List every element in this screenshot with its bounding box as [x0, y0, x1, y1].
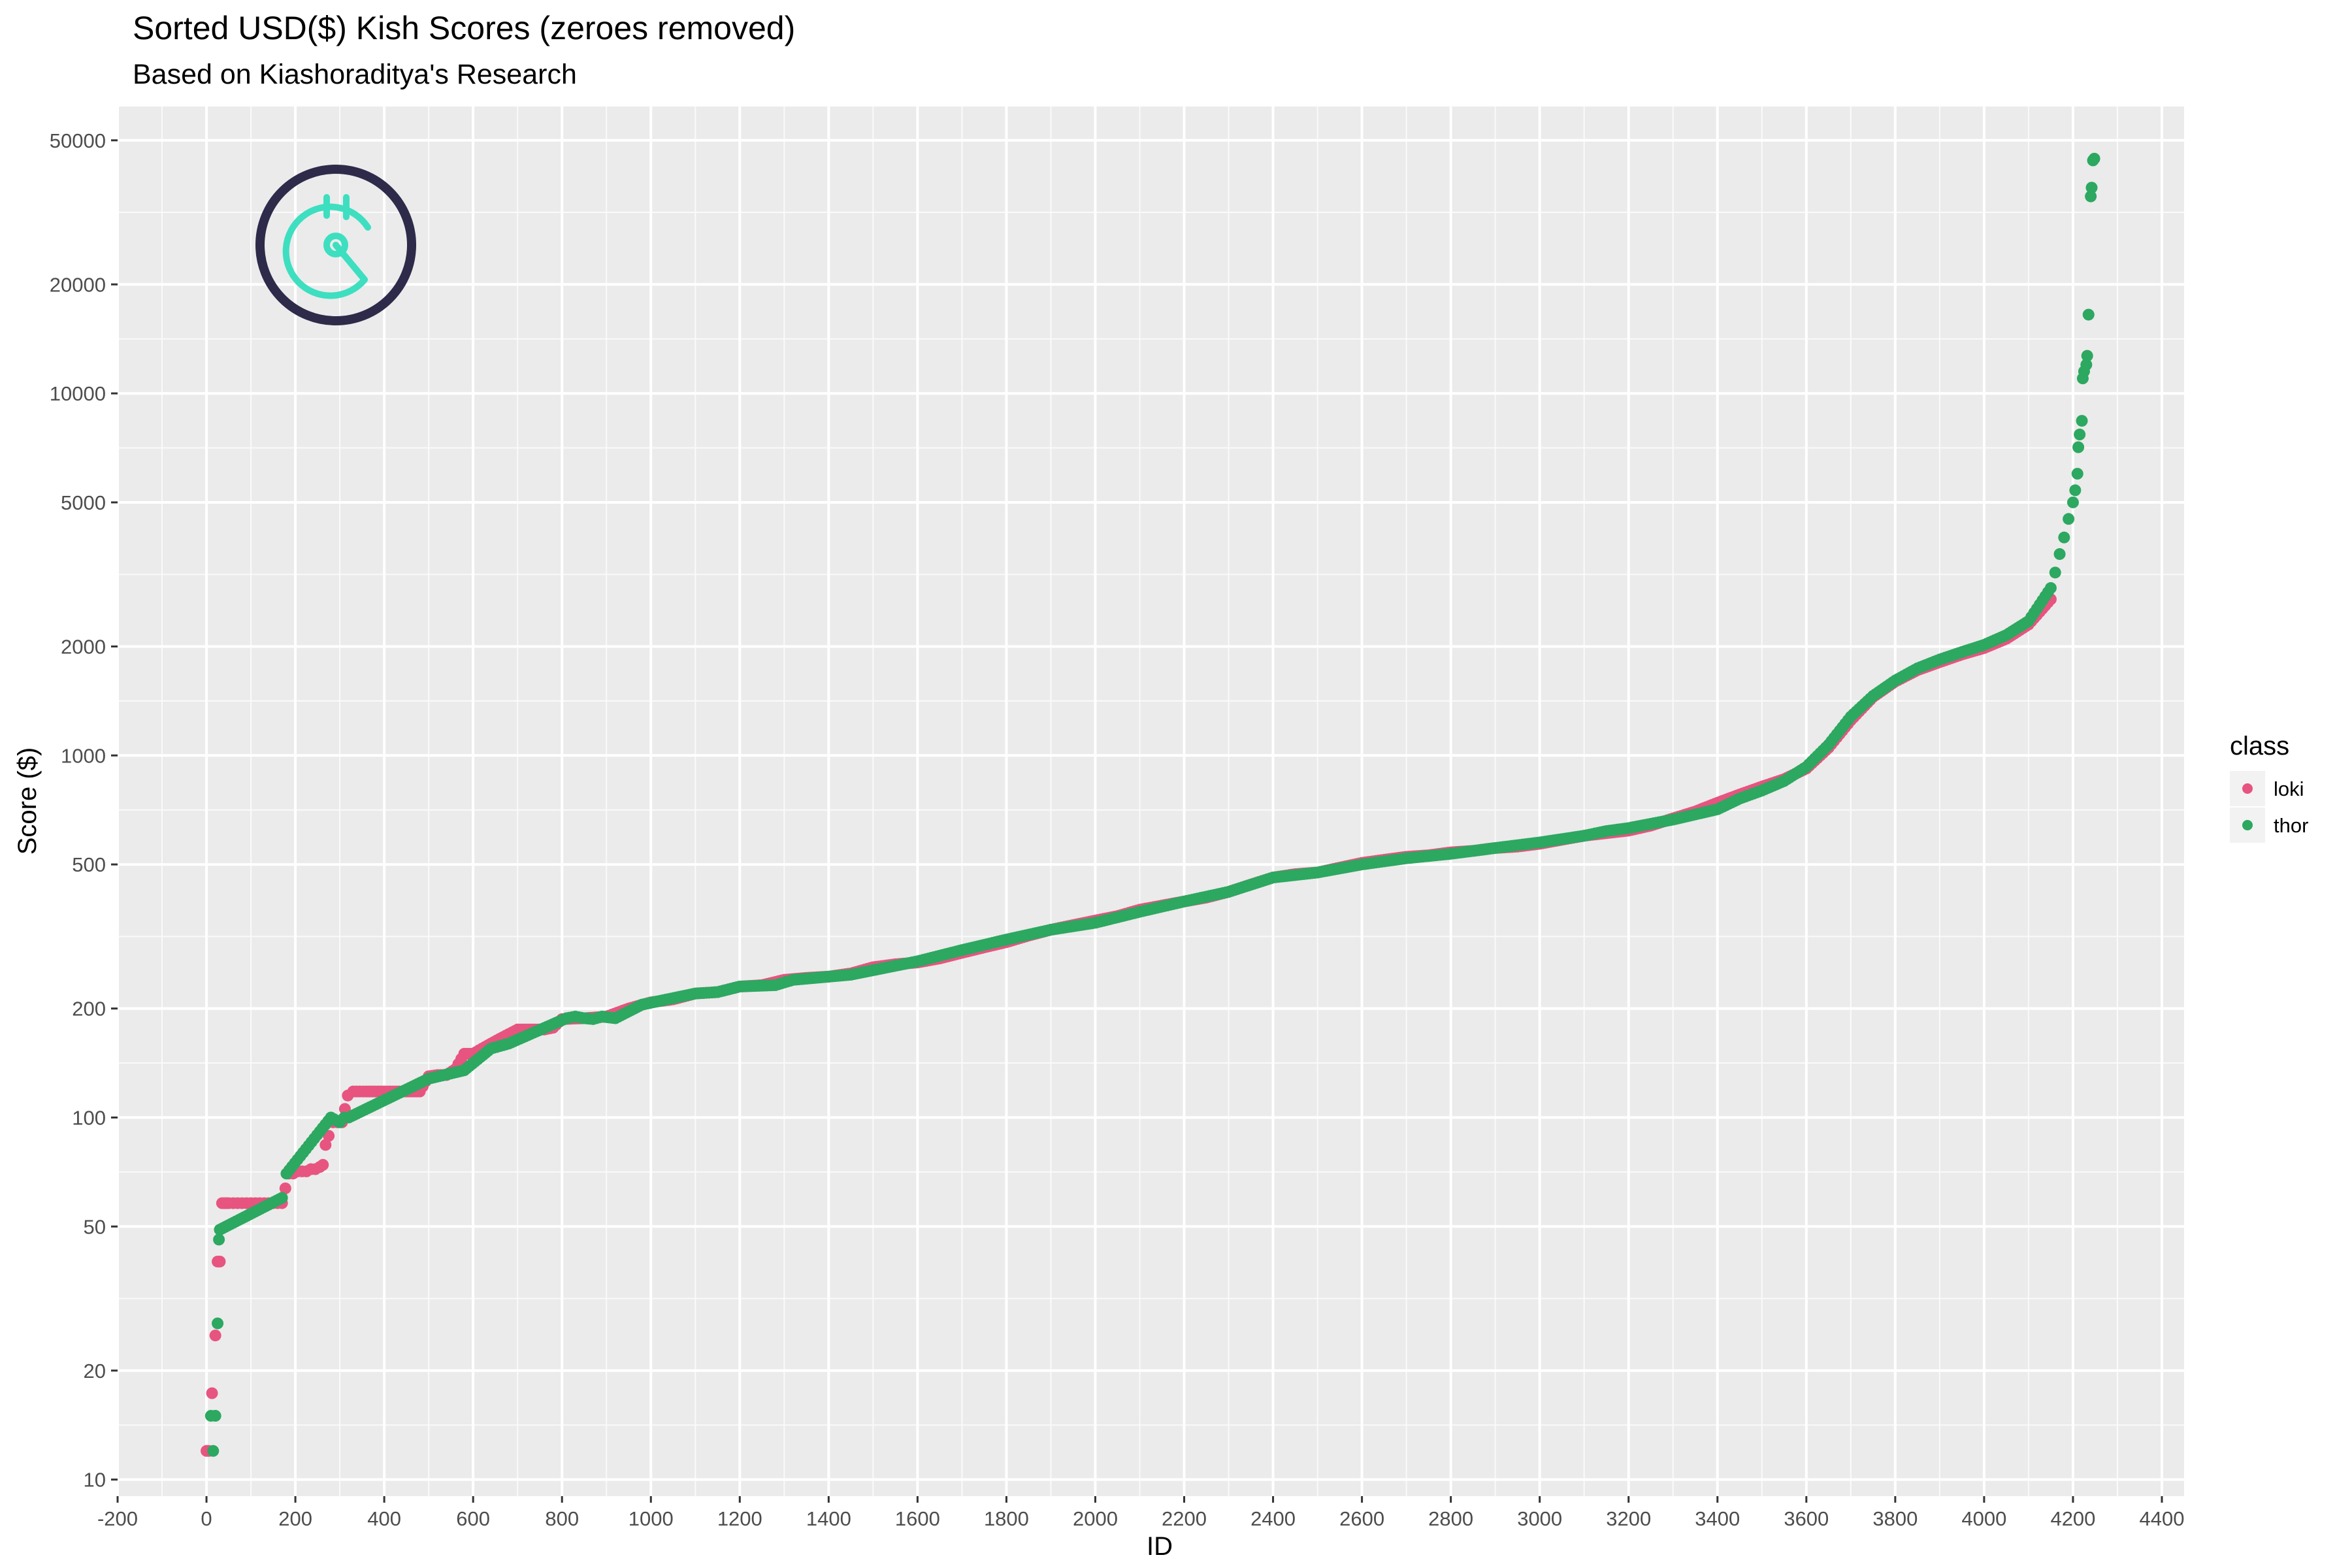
data-point-thor — [2053, 548, 2066, 561]
x-axis: -200 0 200 400 600 800 1000 1200 1400 1600 1800 200… — [97, 1496, 2184, 1530]
data-point-thor — [2066, 496, 2079, 508]
data-point-thor — [2044, 582, 2057, 595]
logo-glyph-icon — [282, 194, 371, 299]
y-axis: 10 20 50 100 200 500 1000 2000 5000 10000 20000 500… — [50, 129, 118, 1492]
data-point-thor — [2085, 190, 2097, 203]
data-point-thor — [2058, 531, 2070, 544]
y-tick-label: 20 — [84, 1360, 106, 1382]
data-point-thor — [2071, 468, 2083, 480]
data-point-thor — [2074, 429, 2086, 441]
data-point-thor — [2076, 415, 2088, 427]
legend: class loki thor — [2230, 732, 2308, 843]
x-tick-label: 3400 — [1695, 1507, 1740, 1530]
x-tick-label: 3000 — [1517, 1507, 1562, 1530]
y-tick-label: 10000 — [50, 382, 106, 405]
chart-subtitle: Based on Kiashoraditya's Research — [133, 59, 577, 90]
x-axis-title: ID — [1147, 1532, 1173, 1561]
x-tick-label: 3200 — [1606, 1507, 1651, 1530]
data-point-loki — [209, 1330, 221, 1342]
data-point-thor — [2085, 182, 2098, 194]
y-tick-label: 20000 — [50, 273, 106, 296]
y-tick-label: 50 — [84, 1215, 106, 1238]
legend-title: class — [2230, 732, 2289, 760]
legend-label-thor: thor — [2274, 814, 2308, 837]
legend-label-loki: loki — [2274, 777, 2304, 800]
y-tick-label: 200 — [72, 998, 106, 1021]
x-tick-label: 1400 — [806, 1507, 851, 1530]
x-tick-label: 1000 — [629, 1507, 674, 1530]
x-tick-label: 2000 — [1073, 1507, 1118, 1530]
y-tick-label: 2000 — [61, 635, 106, 658]
x-tick-label: 4400 — [2140, 1507, 2185, 1530]
grid-minor — [118, 106, 2184, 1496]
x-tick-label: 400 — [367, 1507, 401, 1530]
x-tick-label: 600 — [456, 1507, 490, 1530]
x-tick-label: 3800 — [1872, 1507, 1918, 1530]
x-tick-label: 1200 — [717, 1507, 762, 1530]
x-tick-label: 1800 — [984, 1507, 1029, 1530]
data-point-loki — [214, 1255, 226, 1267]
grid-major — [116, 106, 2184, 1496]
data-point-thor — [2049, 566, 2061, 579]
data-point-thor — [212, 1317, 224, 1330]
x-tick-label: 0 — [201, 1507, 212, 1530]
data-point-thor — [276, 1192, 288, 1204]
x-tick-label: 2400 — [1250, 1507, 1296, 1530]
legend-key-loki — [2242, 783, 2253, 794]
data-point-thor — [209, 1410, 221, 1422]
plot-panel — [118, 106, 2184, 1496]
y-axis-title: Score ($) — [13, 747, 42, 855]
data-point-loki — [279, 1182, 291, 1194]
x-tick-label: 4000 — [1961, 1507, 2006, 1530]
y-tick-label: 10 — [84, 1469, 106, 1492]
x-tick-label: 2200 — [1162, 1507, 1207, 1530]
x-tick-label: 4200 — [2050, 1507, 2095, 1530]
data-point-thor — [213, 1233, 225, 1246]
x-tick-label: 800 — [545, 1507, 579, 1530]
data-point-thor — [2080, 359, 2093, 371]
logo-ring — [255, 165, 416, 325]
legend-key-thor — [2242, 820, 2253, 830]
kish-logo — [255, 165, 416, 325]
data-point-thor — [207, 1445, 220, 1457]
data-point-loki — [317, 1158, 329, 1171]
data-point-thor — [2072, 441, 2085, 453]
data-point-thor — [2082, 308, 2095, 321]
x-tick-label: 2600 — [1339, 1507, 1384, 1530]
data-points — [201, 152, 2100, 1457]
data-point-thor — [2069, 484, 2082, 497]
data-point-loki — [206, 1387, 218, 1399]
data-point-thor — [2063, 513, 2075, 525]
x-tick-label: 1600 — [895, 1507, 940, 1530]
x-tick-label: 3600 — [1784, 1507, 1829, 1530]
y-tick-label: 50000 — [50, 129, 106, 152]
y-tick-label: 1000 — [61, 744, 106, 767]
y-tick-label: 5000 — [61, 491, 106, 514]
data-point-thor — [2081, 350, 2093, 362]
data-point-thor — [2088, 152, 2100, 165]
y-tick-label: 500 — [72, 853, 106, 876]
x-tick-label: 200 — [278, 1507, 312, 1530]
series-thor — [204, 152, 2100, 1457]
data-point-loki — [319, 1139, 332, 1151]
x-tick-label: 2800 — [1428, 1507, 1473, 1530]
chart-title: Sorted USD($) Kish Scores (zeroes remove… — [133, 10, 796, 46]
x-tick-label: -200 — [97, 1507, 138, 1530]
y-tick-label: 100 — [72, 1106, 106, 1129]
